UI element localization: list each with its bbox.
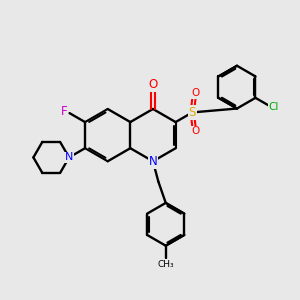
Text: Cl: Cl bbox=[268, 102, 279, 112]
Text: N: N bbox=[65, 152, 73, 162]
Text: CH₃: CH₃ bbox=[158, 260, 174, 268]
Text: O: O bbox=[191, 88, 200, 98]
Text: O: O bbox=[148, 78, 158, 91]
Text: N: N bbox=[148, 155, 157, 168]
Text: F: F bbox=[61, 105, 68, 118]
Text: O: O bbox=[191, 126, 200, 136]
Text: S: S bbox=[189, 106, 196, 119]
